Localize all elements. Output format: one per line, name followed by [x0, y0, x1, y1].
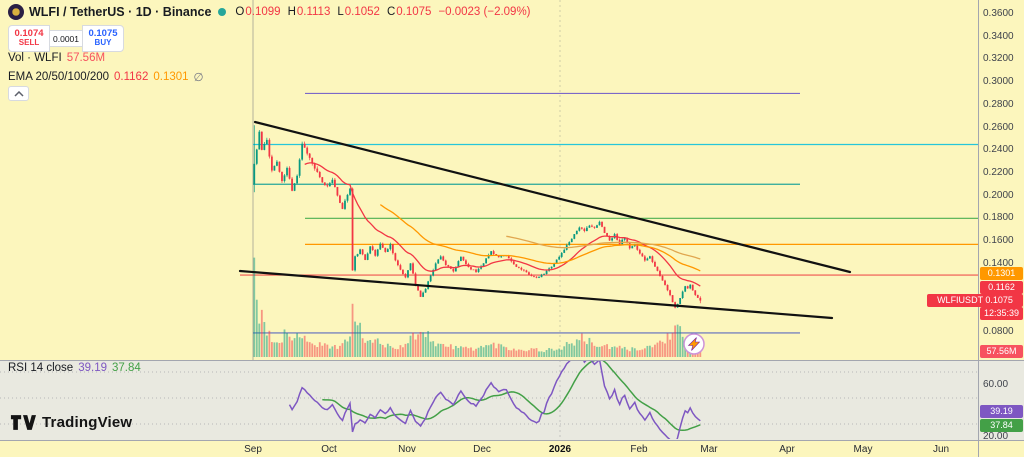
price-badge: WLFIUSDT 0.1075: [927, 293, 1023, 307]
rsi-plot: [0, 361, 978, 439]
open-value: 0.1099: [245, 6, 281, 18]
tradingview-logo-text: TradingView: [42, 414, 133, 431]
time-axis-label: Jun: [932, 444, 950, 455]
buy-button[interactable]: 0.1075 BUY: [82, 25, 124, 52]
close-label: C: [386, 6, 396, 18]
rsi-value: 39.19: [78, 362, 107, 374]
rsi-badge: 39.19: [980, 404, 1023, 418]
ema-value-20: 0.1162: [114, 71, 149, 83]
ema-lines: [304, 162, 701, 287]
price-badge: 12:35:39: [980, 306, 1023, 320]
ema-legend-row[interactable]: EMA 20/50/100/200 0.1162 0.1301 ∅: [8, 70, 204, 84]
price-axis-label: 0.1800: [983, 212, 1014, 224]
price-badge: 0.1162: [980, 280, 1023, 294]
buy-sell-widget: 0.1074 SELL 0.0001 0.1075 BUY: [8, 25, 124, 52]
trend-line[interactable]: [238, 269, 834, 320]
volume-value: 57.56M: [66, 52, 106, 64]
high-label: H: [287, 6, 296, 18]
time-axis-label: Apr: [779, 444, 795, 455]
close-value: 0.1075: [396, 6, 432, 18]
time-axis-label: May: [853, 444, 873, 455]
lightning-icon: [687, 337, 701, 351]
rsi-label: RSI 14 close: [8, 362, 74, 374]
volume-label: Vol · WLFI: [8, 52, 62, 64]
symbol-legend-row[interactable]: WLFI / TetherUS · 1D · Binance O 0.1099 H…: [8, 4, 531, 20]
buy-label: BUY: [94, 38, 112, 48]
quick-trade-marker[interactable]: [683, 333, 705, 355]
ohlc-values: O 0.1099 H 0.1113 L 0.1052 C 0.1075 −0.0023 …: [235, 6, 530, 18]
price-axis-label: 0.1400: [983, 257, 1014, 269]
ema-value-50: 0.1301: [153, 71, 189, 83]
rsi-axis-label: 60.00: [983, 379, 1009, 390]
change-value: −0.0023 (−2.09%): [438, 6, 531, 18]
price-axis-label: 0.0800: [983, 325, 1014, 337]
symbol-logo-icon: [8, 4, 24, 20]
sell-label: SELL: [18, 38, 40, 48]
rsi-axis-label: 20.00: [983, 431, 1009, 442]
low-label: L: [337, 6, 344, 18]
collapse-indicators-button[interactable]: [8, 86, 29, 101]
trend-line[interactable]: [253, 120, 852, 274]
price-axis-label: 0.2400: [983, 144, 1014, 156]
sell-price: 0.1074: [14, 27, 44, 39]
volume-legend-row[interactable]: Vol · WLFI 57.56M: [8, 52, 105, 64]
time-axis-label: Dec: [473, 444, 491, 455]
rsi-badge: 37.84: [980, 418, 1023, 432]
price-axis-label: 0.2200: [983, 166, 1014, 178]
price-axis-label: 0.3600: [983, 8, 1014, 19]
price-axis-label: 0.3400: [983, 30, 1014, 42]
price-axis-label: 0.2000: [983, 189, 1014, 201]
rsi-ma-value: 37.84: [111, 362, 141, 374]
sell-button[interactable]: 0.1074 SELL: [8, 25, 50, 52]
ema-label: EMA 20/50/100/200: [8, 71, 110, 83]
tradingview-logo-icon: [10, 415, 36, 430]
time-axis-label: Mar: [700, 444, 718, 455]
rsi-legend-row[interactable]: RSI 14 close 39.19 37.84: [8, 362, 141, 374]
tradingview-logo[interactable]: TradingView: [10, 414, 132, 431]
buy-price: 0.1075: [88, 27, 118, 39]
price-axis-label: 0.3000: [983, 76, 1014, 88]
price-axis-label: 0.3200: [983, 53, 1014, 65]
horizontal-levels[interactable]: [240, 92, 978, 334]
chevron-up-icon: [13, 90, 24, 97]
price-badge: 57.56M: [980, 344, 1023, 358]
time-axis-label: 2026: [548, 444, 572, 455]
time-axis-label: Nov: [398, 444, 416, 455]
volume-bars: [253, 257, 702, 357]
low-value: 0.1052: [344, 6, 380, 18]
time-axis-label: Feb: [630, 444, 648, 455]
price-axis-label: 0.2600: [983, 121, 1014, 133]
time-axis-label: Sep: [244, 444, 262, 455]
ema-value-empty: ∅: [193, 72, 204, 84]
spread-value: 0.0001: [50, 30, 82, 47]
high-value: 0.1113: [296, 6, 331, 18]
open-label: O: [235, 6, 245, 18]
price-axis-label: 0.1600: [983, 235, 1014, 246]
market-status-icon[interactable]: [218, 8, 227, 16]
time-axis-label: Oct: [321, 444, 337, 455]
price-axis-label: 0.2800: [983, 98, 1014, 110]
symbol-title[interactable]: WLFI / TetherUS · 1D · Binance: [29, 5, 212, 19]
price-badge: 0.1301: [980, 266, 1023, 280]
